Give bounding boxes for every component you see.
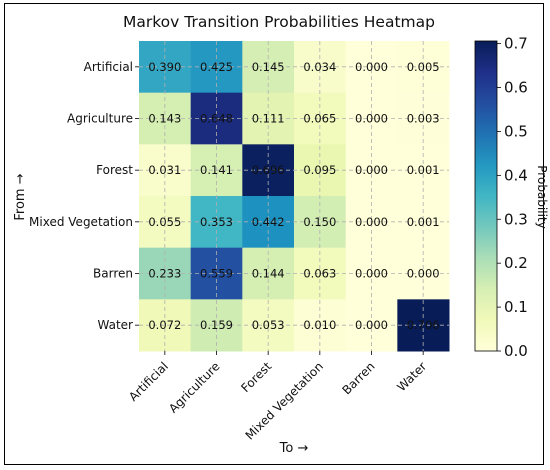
chart-title: Markov Transition Probabilities Heatmap <box>123 13 435 31</box>
y-tick-label: Forest <box>96 163 133 177</box>
y-tick-label: Barren <box>93 267 133 281</box>
cell-value-label: 0.003 <box>407 112 440 126</box>
x-tick-label: Agriculture <box>166 359 223 416</box>
cell-value-label: 0.111 <box>252 112 285 126</box>
cell-value-label: 0.055 <box>148 215 181 229</box>
colorbar-tick-label: 0.6 <box>504 79 528 97</box>
y-tick-label: Water <box>98 318 134 332</box>
cell-value-label: 0.233 <box>148 267 181 281</box>
colorbar: 0.0 0.1 0.2 0.3 0.4 0.5 0.6 0.7 <box>474 35 528 360</box>
cell-value-label: 0.001 <box>407 215 440 229</box>
cell-value-label: 0.031 <box>148 163 181 177</box>
x-tick-label: Water <box>394 359 429 394</box>
cell-value-label: 0.159 <box>200 318 233 332</box>
cell-value-label: 0.353 <box>200 215 233 229</box>
cell-value-label: 0.696 <box>252 163 285 177</box>
colorbar-tick-label: 0.2 <box>504 254 528 272</box>
cell-value-label: 0.141 <box>200 163 233 177</box>
colorbar-tick-label: 0.3 <box>504 210 528 228</box>
colorbar-tick-label: 0.0 <box>504 342 528 360</box>
cell-labels: 0.390 0.425 0.145 0.034 0.000 0.005 0.143 0.648… <box>148 60 439 332</box>
cell-value-label: 0.005 <box>407 60 440 74</box>
cell-value-label: 0.143 <box>148 112 181 126</box>
colorbar-tick-label: 0.7 <box>504 35 528 53</box>
cell-value-label: 0.000 <box>355 318 388 332</box>
x-tick-label: Barren <box>339 359 377 397</box>
cell-value-label: 0.034 <box>303 60 336 74</box>
x-tick-label: Forest <box>238 359 274 395</box>
cell-value-label: 0.425 <box>200 60 233 74</box>
cell-value-label: 0.559 <box>200 267 233 281</box>
cell-value-label: 0.001 <box>407 163 440 177</box>
y-axis-label: From → <box>13 173 28 220</box>
cell-value-label: 0.000 <box>355 163 388 177</box>
colorbar-gradient <box>474 40 498 352</box>
colorbar-tick-label: 0.4 <box>504 166 528 184</box>
cell-value-label: 0.150 <box>303 215 336 229</box>
cell-value-label: 0.063 <box>303 267 336 281</box>
heatmap-cells <box>139 41 450 352</box>
cell-value-label: 0.000 <box>355 215 388 229</box>
cell-value-label: 0.390 <box>148 60 181 74</box>
cell-value-label: 0.144 <box>252 267 285 281</box>
y-tick-labels: Artificial Agriculture Forest Mixed Vegetat… <box>29 60 139 332</box>
cell-value-label: 0.000 <box>355 112 388 126</box>
y-tick-label: Artificial <box>84 60 133 74</box>
x-tick-label: Artificial <box>126 359 171 404</box>
y-tick-label: Agriculture <box>67 112 133 126</box>
cell-value-label: 0.065 <box>303 112 336 126</box>
colorbar-tick-label: 0.5 <box>504 122 528 140</box>
cell-value-label: 0.706 <box>407 318 440 332</box>
cell-value-label: 0.000 <box>355 267 388 281</box>
gridlines <box>139 41 449 351</box>
x-axis-label: To → <box>279 441 309 456</box>
cell-value-label: 0.010 <box>303 318 336 332</box>
cell-value-label: 0.145 <box>252 60 285 74</box>
cell-value-label: 0.442 <box>252 215 285 229</box>
y-tick-label: Mixed Vegetation <box>29 215 133 229</box>
cell-value-label: 0.095 <box>303 163 336 177</box>
cell-value-label: 0.072 <box>148 318 181 332</box>
cell-value-label: 0.648 <box>200 112 233 126</box>
cell-value-label: 0.053 <box>252 318 285 332</box>
colorbar-tick-label: 0.1 <box>504 298 528 316</box>
colorbar-label: Probability <box>535 165 549 228</box>
cell-value-label: 0.000 <box>407 267 440 281</box>
cell-value-label: 0.000 <box>355 60 388 74</box>
